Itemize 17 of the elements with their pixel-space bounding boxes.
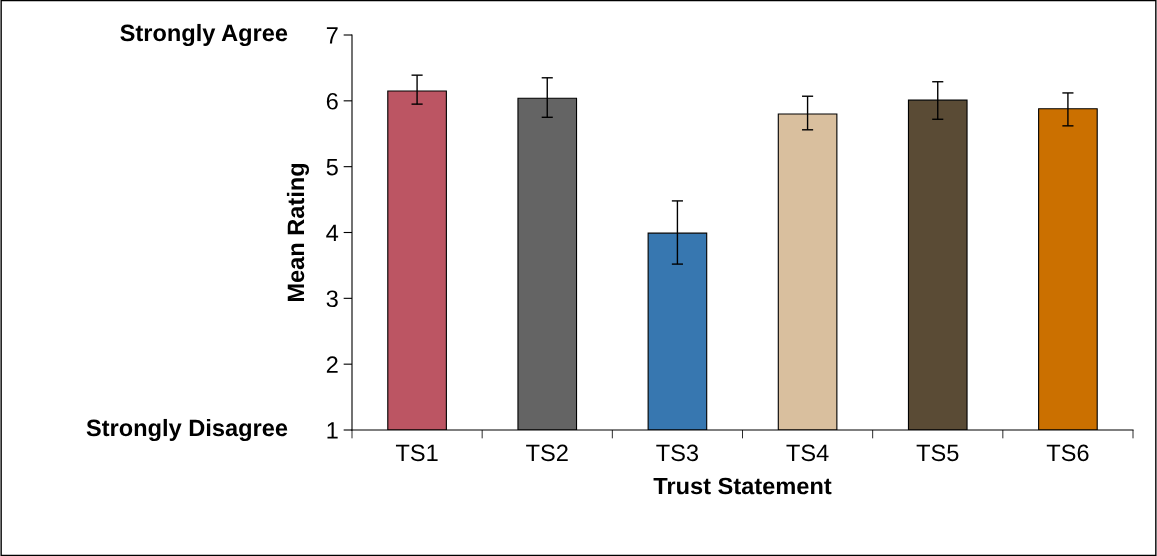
x-tick-label: TS6 bbox=[1046, 444, 1089, 462]
y-tick-label: 3 bbox=[326, 290, 338, 308]
y-tick-label: 6 bbox=[326, 92, 338, 110]
y-tick-label: 1 bbox=[327, 422, 338, 439]
y-tick-label: 5 bbox=[326, 158, 338, 176]
text: Strongly Disagree bbox=[86, 418, 288, 442]
text: Strongly Agree bbox=[120, 23, 288, 47]
x-tick-label: TS3 bbox=[656, 444, 699, 462]
x-tick-label: TS2 bbox=[526, 444, 568, 462]
y-tick-label: 2 bbox=[326, 356, 338, 373]
y-tick-label: 4 bbox=[326, 224, 339, 242]
y-axis-title: Mean Rating bbox=[286, 163, 310, 302]
x-axis-title: Trust Statement bbox=[653, 477, 832, 495]
x-tick-label: TS5 bbox=[916, 444, 959, 462]
x-tick-label: TS4 bbox=[786, 444, 829, 462]
x-tick-label: TS1 bbox=[395, 444, 438, 462]
y-tick-label: 7 bbox=[326, 27, 338, 44]
